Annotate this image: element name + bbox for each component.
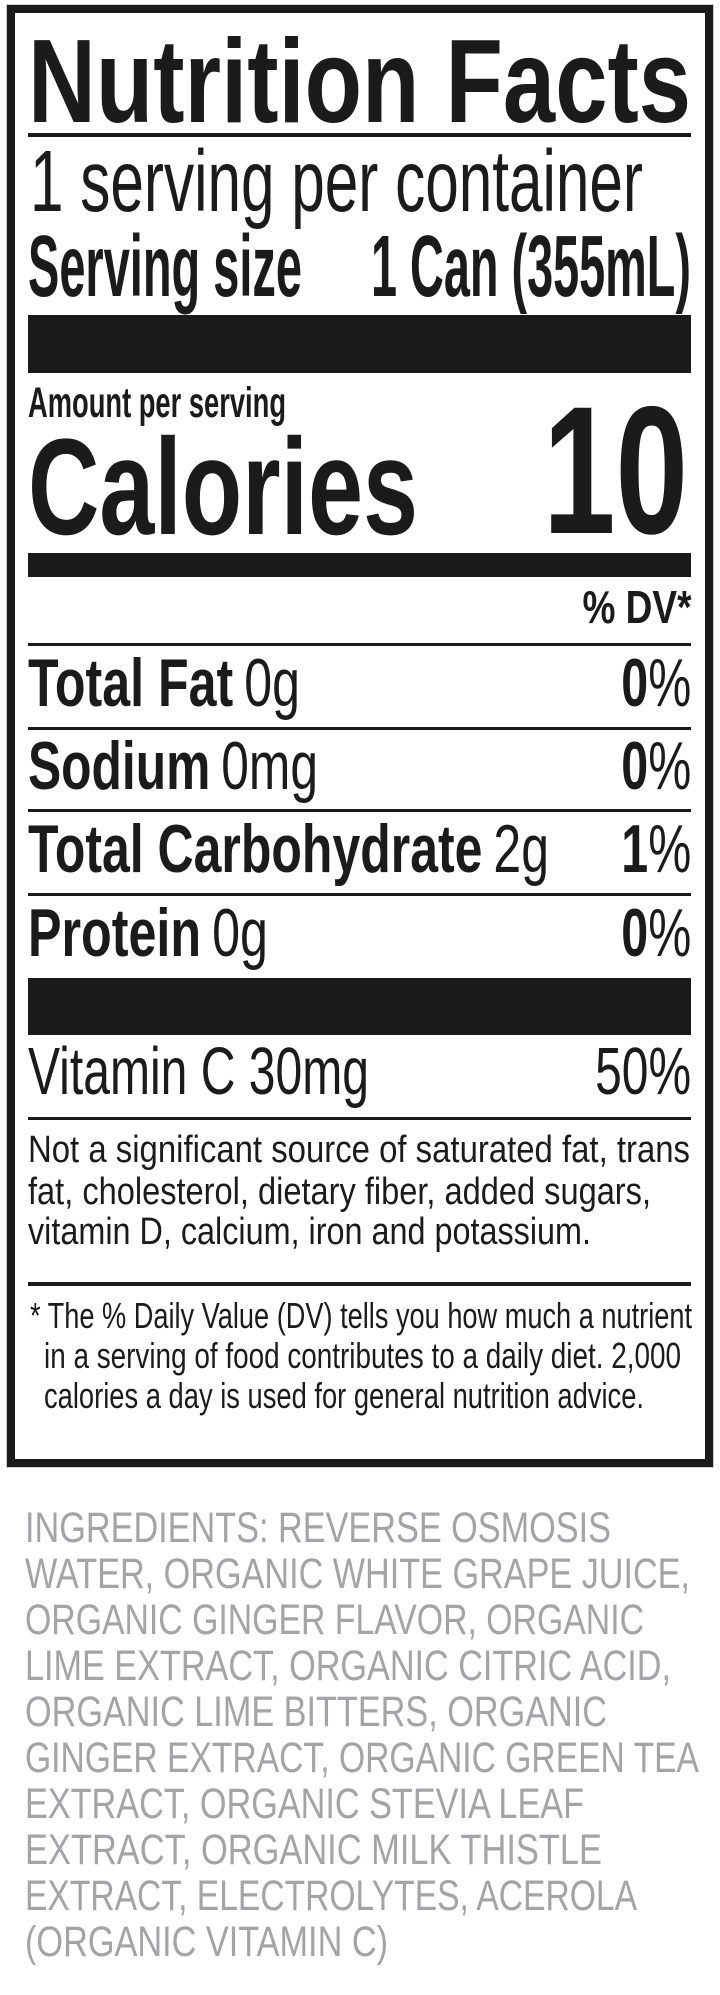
dv-value: 0 [621, 645, 648, 721]
ingredients-line: INGREDIENTS: REVERSE OSMOSIS [25, 1504, 611, 1552]
vitamin-c-dv: 50% [595, 1034, 691, 1109]
nutrient-name: Protein [28, 895, 202, 971]
dv-header: % DV* [582, 581, 691, 633]
divider [28, 1282, 691, 1286]
dv-value: 1 [621, 811, 648, 887]
divider [28, 133, 691, 137]
vitamin-c-amount: Vitamin C 30mg [28, 1034, 369, 1109]
not-significant-line: fat, cholesterol, dietary fiber, added s… [28, 1171, 651, 1213]
ingredients-line: (ORGANIC VITAMIN C) [25, 1918, 388, 1966]
nutrient-amount: 0mg [221, 728, 318, 804]
thick-divider [28, 978, 691, 1035]
not-significant-line: Not a significant source of saturated fa… [28, 1129, 690, 1171]
servings-per-container: 1 serving per container [30, 133, 643, 230]
nutrient-name: Total Carbohydrate [28, 811, 483, 887]
nutrient-row-total-carbohydrate: Total Carbohydrate 2g [28, 815, 549, 883]
calories-label: Calories [28, 411, 418, 564]
footnote-line: in a serving of food contributes to a da… [44, 1335, 681, 1376]
divider [28, 809, 691, 812]
serving-size-label: Serving size [28, 218, 302, 315]
nutrient-amount: 0g [244, 645, 300, 721]
nutrient-name: Sodium [28, 728, 211, 804]
ingredients-line: LIME EXTRACT, ORGANIC CITRIC ACID, [25, 1642, 671, 1690]
nutrient-row-sodium: Sodium 0mg [28, 732, 318, 800]
dv-value: 0 [621, 728, 648, 804]
nutrient-amount: 2g [493, 811, 549, 887]
ingredients-line: EXTRACT, ORGANIC STEVIA LEAF [25, 1780, 584, 1828]
ingredients-line: ORGANIC LIME BITTERS, ORGANIC [25, 1688, 607, 1736]
serving-size-value: 1 Can (355mL) [371, 218, 691, 315]
percent-sign: % [647, 645, 691, 721]
nutrient-dv: 0% [621, 732, 691, 800]
not-significant-line: vitamin D, calcium, iron and potassium. [28, 1211, 591, 1253]
divider [28, 643, 691, 646]
dv-value: 0 [621, 895, 648, 971]
nutrient-amount: 0g [212, 895, 268, 971]
panel-title: Nutrition Facts [28, 15, 691, 148]
nutrient-row-protein: Protein 0g [28, 899, 268, 967]
nutrient-row-total-fat: Total Fat 0g [28, 649, 300, 717]
ingredients-line: GINGER EXTRACT, ORGANIC GREEN TEA [25, 1734, 699, 1782]
divider [28, 727, 691, 730]
percent-sign: % [647, 728, 691, 804]
medium-divider [28, 553, 691, 577]
ingredients-line: ORGANIC GINGER FLAVOR, ORGANIC [25, 1596, 644, 1644]
nutrition-facts-panel [7, 5, 713, 1467]
nutrient-dv: 0% [621, 649, 691, 717]
nutrient-dv: 0% [621, 899, 691, 967]
footnote-line: calories a day is used for general nutri… [44, 1375, 644, 1416]
nutrient-name: Total Fat [28, 645, 234, 721]
ingredients-line: EXTRACT, ELECTROLYTES, ACEROLA [25, 1872, 637, 1920]
footnote-line: * The % Daily Value (DV) tells you how m… [30, 1295, 692, 1336]
ingredients-line: WATER, ORGANIC WHITE GRAPE JUICE, [25, 1550, 690, 1598]
percent-sign: % [647, 895, 691, 971]
divider [28, 893, 691, 896]
thick-divider [28, 315, 691, 373]
divider [28, 1117, 691, 1120]
amount-per-serving: Amount per serving [28, 379, 286, 427]
calories-value: 10 [543, 368, 688, 572]
nutrient-dv: 1% [621, 815, 691, 883]
percent-sign: % [647, 811, 691, 887]
ingredients-line: EXTRACT, ORGANIC MILK THISTLE [25, 1826, 602, 1874]
